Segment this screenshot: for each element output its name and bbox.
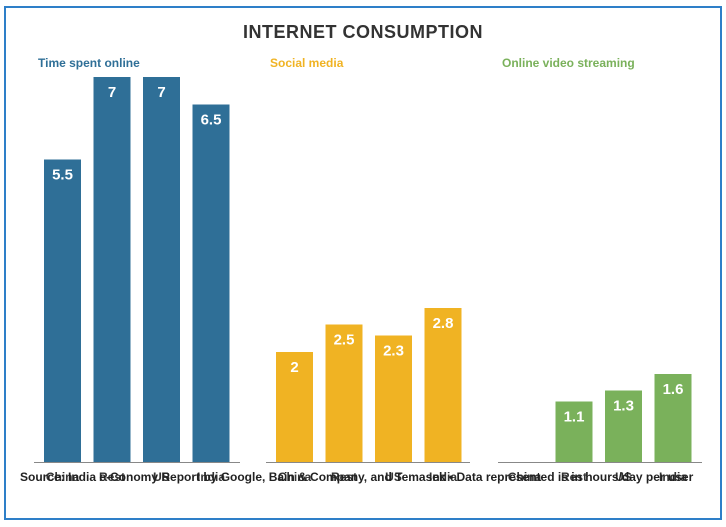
bar-label-online-video-streaming-india: 1.6 — [663, 381, 684, 398]
bar-social-media-china — [276, 352, 313, 462]
bar-online-video-streaming-india — [654, 374, 692, 462]
bar-label-time-spent-online-india: 6.5 — [201, 112, 222, 129]
bar-time-spent-online-china — [44, 159, 81, 462]
bar-social-media-us — [375, 335, 412, 462]
chart-title: INTERNET CONSUMPTION — [242, 22, 483, 42]
bar-time-spent-online-india — [192, 104, 230, 462]
bar-label-social-media-china: 2 — [290, 359, 298, 376]
bar-label-social-media-us: 2.3 — [383, 343, 404, 360]
bar-label-social-media-india: 2.8 — [433, 315, 454, 332]
bar-label-online-video-streaming-us: 1.3 — [613, 398, 634, 415]
bar-social-media-india — [424, 308, 462, 462]
x-tick-time-spent-online-india: India — [197, 470, 225, 484]
x-tick-online-video-streaming-india: India — [659, 470, 687, 484]
x-tick-online-video-streaming-china: China — [508, 470, 542, 484]
x-tick-social-media-india: India — [429, 470, 457, 484]
x-tick-online-video-streaming-us: US — [615, 470, 632, 484]
bar-online-video-streaming-us — [605, 390, 642, 462]
bar-social-media-rest — [325, 324, 363, 462]
bar-label-social-media-rest: 2.5 — [334, 332, 355, 349]
x-tick-time-spent-online-china: China — [46, 470, 80, 484]
group-title-time-spent-online: Time spent online — [38, 56, 140, 70]
x-tick-time-spent-online-rest: Rest — [99, 470, 125, 484]
bar-label-online-video-streaming-rest: 1.1 — [564, 409, 585, 426]
x-tick-time-spent-online-us: US — [153, 470, 170, 484]
bar-time-spent-online-us — [143, 77, 180, 462]
bar-online-video-streaming-rest — [555, 401, 593, 462]
group-title-online-video-streaming: Online video streaming — [502, 56, 635, 70]
x-tick-social-media-china: China — [278, 470, 312, 484]
x-tick-social-media-rest: Rest — [331, 470, 357, 484]
bar-label-time-spent-online-us: 7 — [157, 84, 165, 101]
bar-label-time-spent-online-rest: 7 — [108, 84, 116, 101]
group-title-social-media: Social media — [270, 56, 344, 70]
x-tick-social-media-us: US — [385, 470, 402, 484]
source-note: Source: India e-Conomy Report by Google,… — [20, 470, 694, 484]
bar-label-time-spent-online-china: 5.5 — [52, 167, 73, 184]
x-tick-online-video-streaming-rest: Rest — [561, 470, 587, 484]
bar-time-spent-online-rest — [93, 77, 131, 462]
